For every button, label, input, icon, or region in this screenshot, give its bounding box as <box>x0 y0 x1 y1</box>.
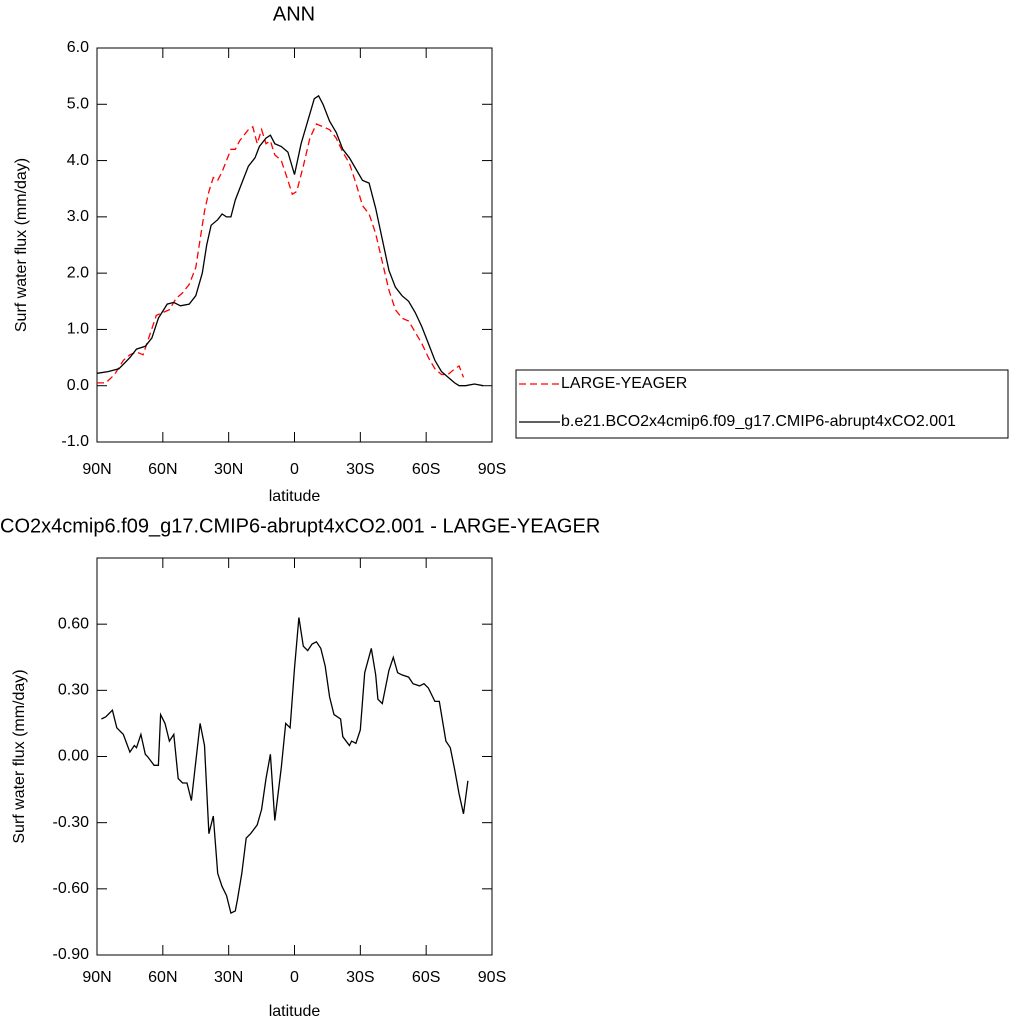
data-line <box>96 94 484 387</box>
x-tick-label: 30S <box>346 461 374 478</box>
y-tick-label: -1.0 <box>61 433 89 450</box>
y-tick-label: -0.90 <box>53 946 90 963</box>
legend-label: b.e21.BCO2x4cmip6.f09_g17.CMIP6-abrupt4x… <box>561 413 956 430</box>
x-tick-label: 0 <box>290 461 299 478</box>
x-tick-label: 60N <box>148 969 177 986</box>
x-tick-label: 90N <box>82 969 111 986</box>
y-tick-label: -0.60 <box>53 880 90 897</box>
y-axis-label: Surf water flux (mm/day) <box>11 669 28 843</box>
x-axis-label: latitude <box>269 488 321 505</box>
y-tick-label: 3.0 <box>67 208 89 225</box>
data-line <box>97 123 465 384</box>
x-tick-label: 90S <box>478 969 506 986</box>
x-tick-label: 60S <box>412 969 440 986</box>
chart-title: CO2x4cmip6.f09_g17.CMIP6-abrupt4xCO2.001… <box>0 515 600 537</box>
y-tick-label: 5.0 <box>67 96 89 113</box>
plot-frame <box>96 557 493 956</box>
legend-label: LARGE-YEAGER <box>561 375 687 392</box>
y-tick-label: 0.0 <box>67 377 89 394</box>
y-tick-label: 0.30 <box>58 682 89 699</box>
x-tick-label: 90N <box>82 461 111 478</box>
y-tick-label: 4.0 <box>67 152 89 169</box>
x-tick-label: 0 <box>290 969 299 986</box>
plot-frame <box>96 47 493 443</box>
x-tick-label: 60N <box>148 461 177 478</box>
x-tick-label: 90S <box>478 461 506 478</box>
y-tick-label: 0.00 <box>58 748 89 765</box>
y-tick-label: 2.0 <box>67 264 89 281</box>
legend-box <box>515 369 1009 439</box>
y-tick-label: 6.0 <box>67 39 89 56</box>
x-tick-label: 60S <box>412 461 440 478</box>
x-tick-label: 30S <box>346 969 374 986</box>
y-tick-label: 1.0 <box>67 321 89 338</box>
y-tick-label: 0.60 <box>58 615 89 632</box>
x-tick-label: 30N <box>214 461 243 478</box>
y-axis-label: Surf water flux (mm/day) <box>13 158 30 332</box>
x-axis-label: latitude <box>269 1003 321 1020</box>
data-line <box>101 617 469 915</box>
x-tick-label: 30N <box>214 969 243 986</box>
y-tick-label: -0.30 <box>53 814 90 831</box>
chart-title: ANN <box>273 3 315 25</box>
